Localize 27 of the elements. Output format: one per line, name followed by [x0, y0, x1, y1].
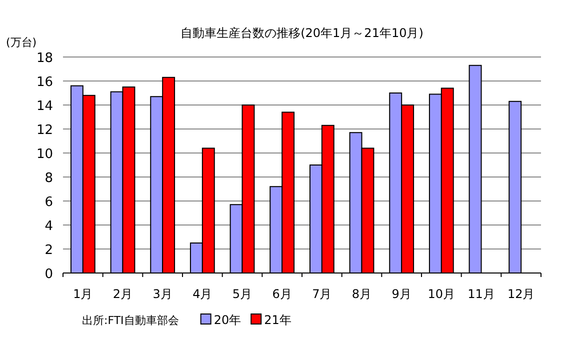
x-tick-label: 5月 — [232, 287, 252, 301]
x-tick-label: 8月 — [352, 287, 372, 301]
x-tick-label: 10月 — [428, 287, 456, 301]
y-tick-label: 12 — [36, 123, 53, 138]
legend-label: 20年 — [214, 313, 242, 327]
y-tick-label: 4 — [44, 219, 53, 234]
y-axis-title: (万台) — [6, 36, 37, 49]
x-tick-label: 12月 — [507, 287, 535, 301]
x-tick-label: 4月 — [192, 287, 212, 301]
x-tick-label: 6月 — [272, 287, 292, 301]
y-tick-label: 10 — [36, 147, 53, 162]
y-tick-label: 18 — [36, 51, 53, 66]
chart-title: 自動車生産台数の推移(20年1月～21年10月) — [180, 26, 424, 40]
y-tick-label: 16 — [36, 75, 53, 90]
text: 出所:FTI自動車部会 — [82, 314, 179, 327]
y-tick-label: 0 — [44, 267, 53, 282]
x-tick-label: 11月 — [468, 287, 495, 301]
x-tick-label: 3月 — [152, 287, 172, 301]
y-tick-label: 8 — [44, 171, 53, 186]
legend-label: 21年 — [264, 313, 292, 327]
y-tick-label: 6 — [44, 195, 53, 210]
x-tick-label: 9月 — [392, 287, 412, 301]
y-tick-label: 2 — [44, 243, 53, 258]
x-tick-label: 2月 — [112, 287, 133, 301]
x-tick-label: 7月 — [312, 287, 332, 301]
y-tick-label: 14 — [36, 99, 53, 114]
x-tick-label: 1月 — [73, 287, 93, 301]
